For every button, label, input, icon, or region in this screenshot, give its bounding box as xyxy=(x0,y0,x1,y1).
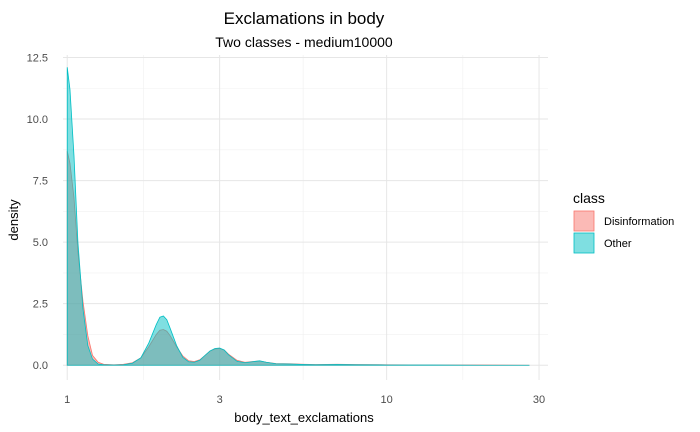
chart-subtitle: Two classes - medium10000 xyxy=(215,34,393,50)
x-tick-label: 3 xyxy=(217,394,223,406)
y-tick-label: 5.0 xyxy=(33,237,48,249)
y-axis: 0.0 2.5 5.0 7.5 10.0 12.5 xyxy=(27,52,48,372)
y-axis-title: density xyxy=(6,199,21,241)
x-axis: 1 3 10 30 xyxy=(64,394,545,406)
grid xyxy=(63,55,548,380)
x-tick-label: 10 xyxy=(381,394,393,406)
y-tick-label: 0.0 xyxy=(33,360,48,372)
x-tick-label: 30 xyxy=(533,394,545,406)
legend: class Disinformation Other xyxy=(573,190,674,254)
y-tick-label: 2.5 xyxy=(33,299,48,311)
legend-key-disinformation xyxy=(573,210,595,232)
y-tick-label: 7.5 xyxy=(33,176,48,188)
density-area-disinformation xyxy=(66,150,530,366)
legend-label-other: Other xyxy=(604,238,632,250)
x-tick-label: 1 xyxy=(64,394,70,406)
legend-key-other xyxy=(573,232,595,254)
x-axis-title: body_text_exclamations xyxy=(234,410,374,425)
y-tick-label: 10.0 xyxy=(27,114,48,126)
chart-title: Exclamations in body xyxy=(224,9,385,28)
legend-label-disinformation: Disinformation xyxy=(604,216,674,228)
y-tick-label: 12.5 xyxy=(27,52,48,64)
density-area-other xyxy=(66,67,530,366)
legend-title: class xyxy=(573,190,605,206)
density-areas xyxy=(66,67,530,366)
